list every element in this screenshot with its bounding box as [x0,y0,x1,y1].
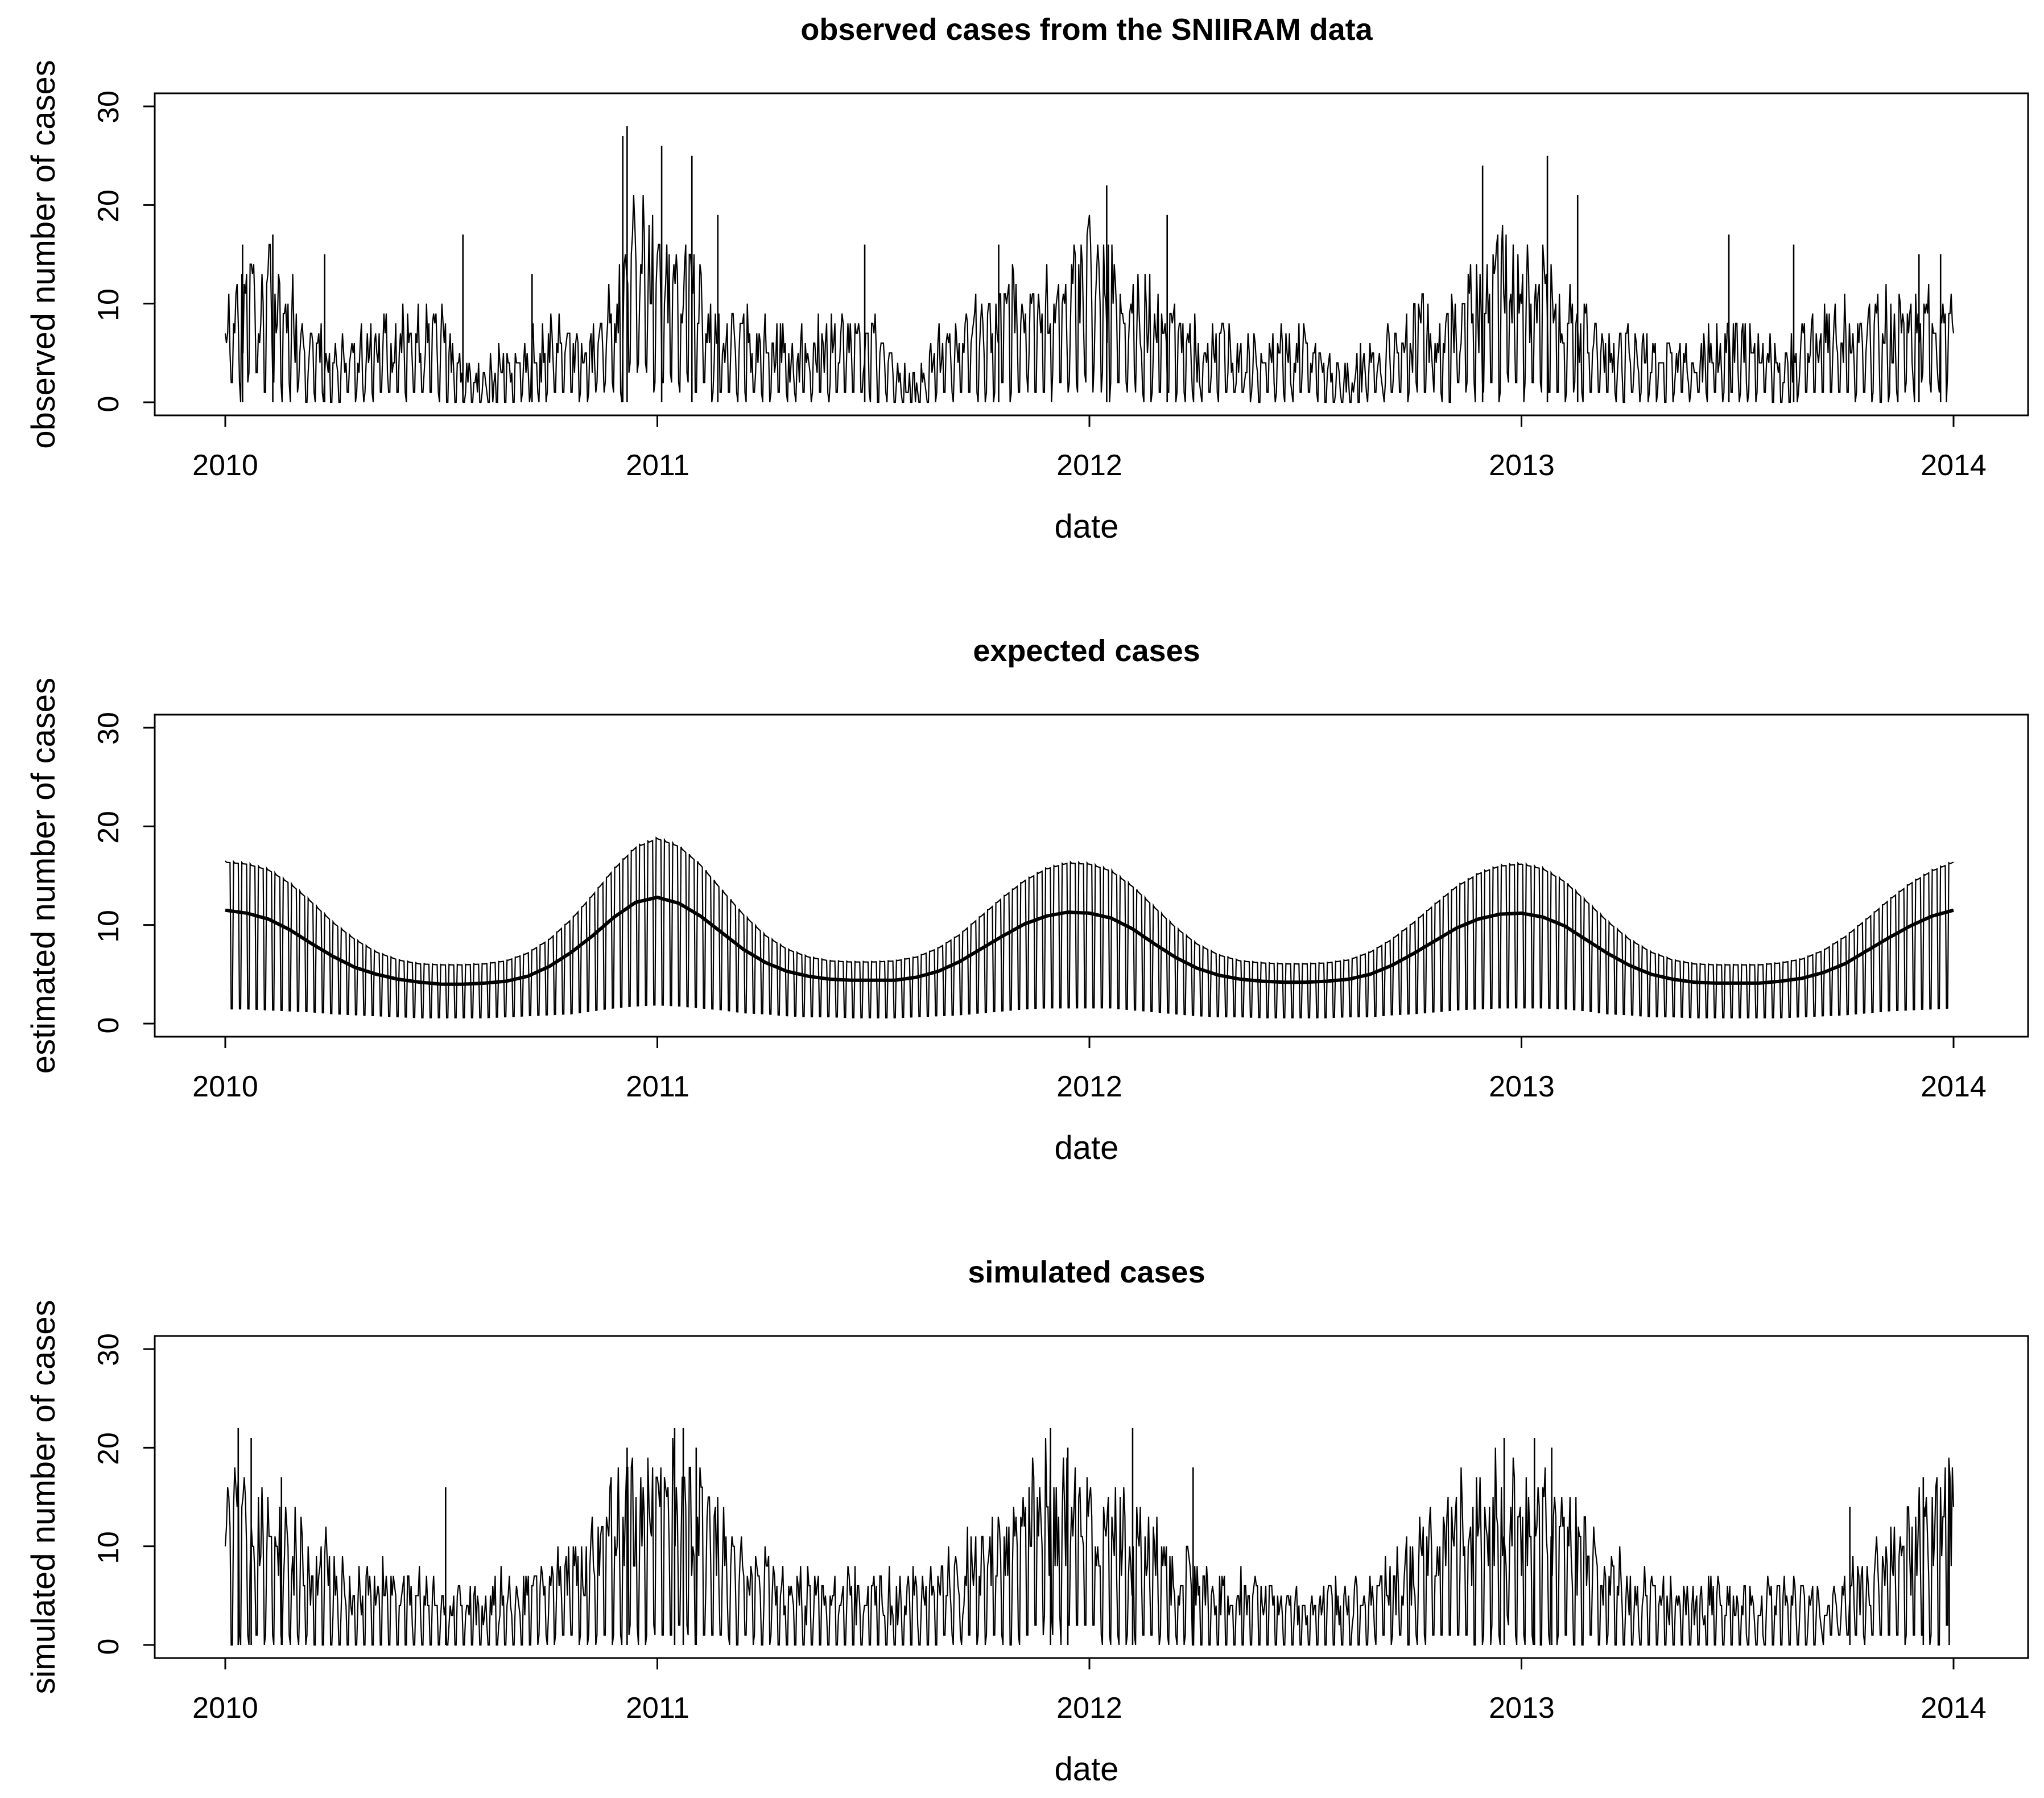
x-tick-label-2013: 2013 [1489,1070,1555,1103]
data-series [224,1428,1955,1646]
y-tick-label-30: 30 [92,712,125,745]
x-tick-label-2012: 2012 [1056,449,1122,482]
x-tick-label-2014: 2014 [1921,449,1987,482]
plot-frame [154,714,2029,1038]
x-tick-label-2014: 2014 [1921,1070,1987,1103]
x-tick-label-2010: 2010 [192,449,258,482]
x-tick-label-2014: 2014 [1921,1692,1987,1725]
chart-title: simulated cases [968,1255,1205,1289]
x-tick-label-2010: 2010 [192,1692,258,1725]
data-series [225,836,1954,1018]
y-tick-label-30: 30 [92,90,125,123]
x-tick-label-2013: 2013 [1489,449,1555,482]
y-tick-label-30: 30 [92,1333,125,1366]
daily-cases-line [224,195,1955,403]
x-tick-label-2011: 2011 [626,449,689,482]
chart-title: observed cases from the SNIIRAM data [800,13,1373,47]
y-tick-label-0: 0 [92,1017,125,1034]
y-axis-label: estimated number of cases [25,678,62,1074]
x-axis-label: date [1055,1129,1119,1166]
plot-frame [154,92,2029,416]
simulated-cases-panel: simulated cases 0 10 20 30 2010 2011 201… [25,1255,2029,1788]
y-tick-label-20: 20 [92,1432,125,1465]
x-tick-label-2010: 2010 [192,1070,258,1103]
x-tick-label-2011: 2011 [626,1692,689,1725]
axis-ticks [143,1348,1955,1669]
y-tick-label-0: 0 [92,396,125,413]
y-axis-label: observed number of cases [25,60,62,448]
x-tick-label-2011: 2011 [626,1070,689,1103]
x-tick-label-2012: 2012 [1056,1692,1122,1725]
daily-cases-line [224,1437,1955,1646]
data-series [224,126,1955,403]
y-tick-label-10: 10 [92,288,125,321]
observed-cases-panel: observed cases from the SNIIRAM data 0 1… [25,13,2029,545]
y-tick-label-20: 20 [92,811,125,844]
y-axis-label: simulated number of cases [25,1300,62,1694]
daily-cases-line [225,836,1954,1018]
x-axis-label: date [1055,508,1119,545]
y-tick-label-0: 0 [92,1639,125,1655]
x-tick-label-2013: 2013 [1489,1692,1555,1725]
expected-trend-line [225,896,1954,986]
chart-title: expected cases [973,634,1200,668]
y-tick-label-10: 10 [92,1531,125,1564]
y-tick-label-10: 10 [92,910,125,943]
y-tick-label-20: 20 [92,189,125,222]
axis-ticks [143,727,1955,1048]
expected-cases-panel: expected cases 0 10 20 30 2010 2011 2012… [25,634,2029,1166]
plot-frame [154,1335,2029,1659]
axis-ticks [143,105,1955,427]
x-axis-label: date [1055,1751,1119,1788]
x-tick-label-2012: 2012 [1056,1070,1122,1103]
